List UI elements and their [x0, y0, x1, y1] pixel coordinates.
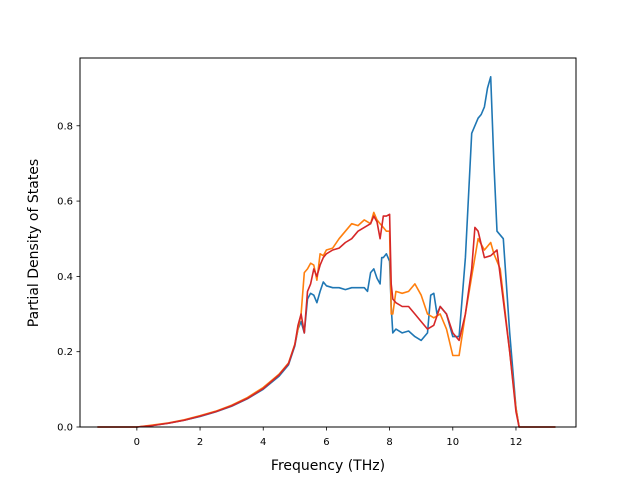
- plot-lines: [97, 76, 556, 428]
- x-axis-label: Frequency (THz): [271, 458, 385, 474]
- y-axis-label: Partial Density of States: [26, 159, 42, 327]
- y-tick-label: 0.6: [57, 197, 73, 208]
- x-tick-label: 8: [386, 437, 392, 448]
- x-tick-label: 6: [323, 437, 329, 448]
- x-axis: 0 2 4 6 8 10 12: [134, 427, 523, 448]
- series-line-2: [97, 211, 556, 428]
- plot-frame: [79, 57, 577, 428]
- x-tick-label: 2: [197, 437, 203, 448]
- x-tick-label: 12: [510, 437, 523, 448]
- x-tick-label: 4: [260, 437, 266, 448]
- y-axis: 0.0 0.2 0.4 0.6 0.8: [57, 121, 80, 434]
- x-tick-label: 10: [446, 437, 459, 448]
- series-line-1: [97, 76, 556, 428]
- y-tick-label: 0.2: [57, 347, 73, 358]
- series-line-3: [97, 213, 556, 428]
- y-tick-label: 0.4: [57, 272, 73, 283]
- x-tick-label: 0: [134, 437, 140, 448]
- y-tick-label: 0.8: [57, 121, 73, 132]
- y-tick-label: 0.0: [57, 423, 73, 434]
